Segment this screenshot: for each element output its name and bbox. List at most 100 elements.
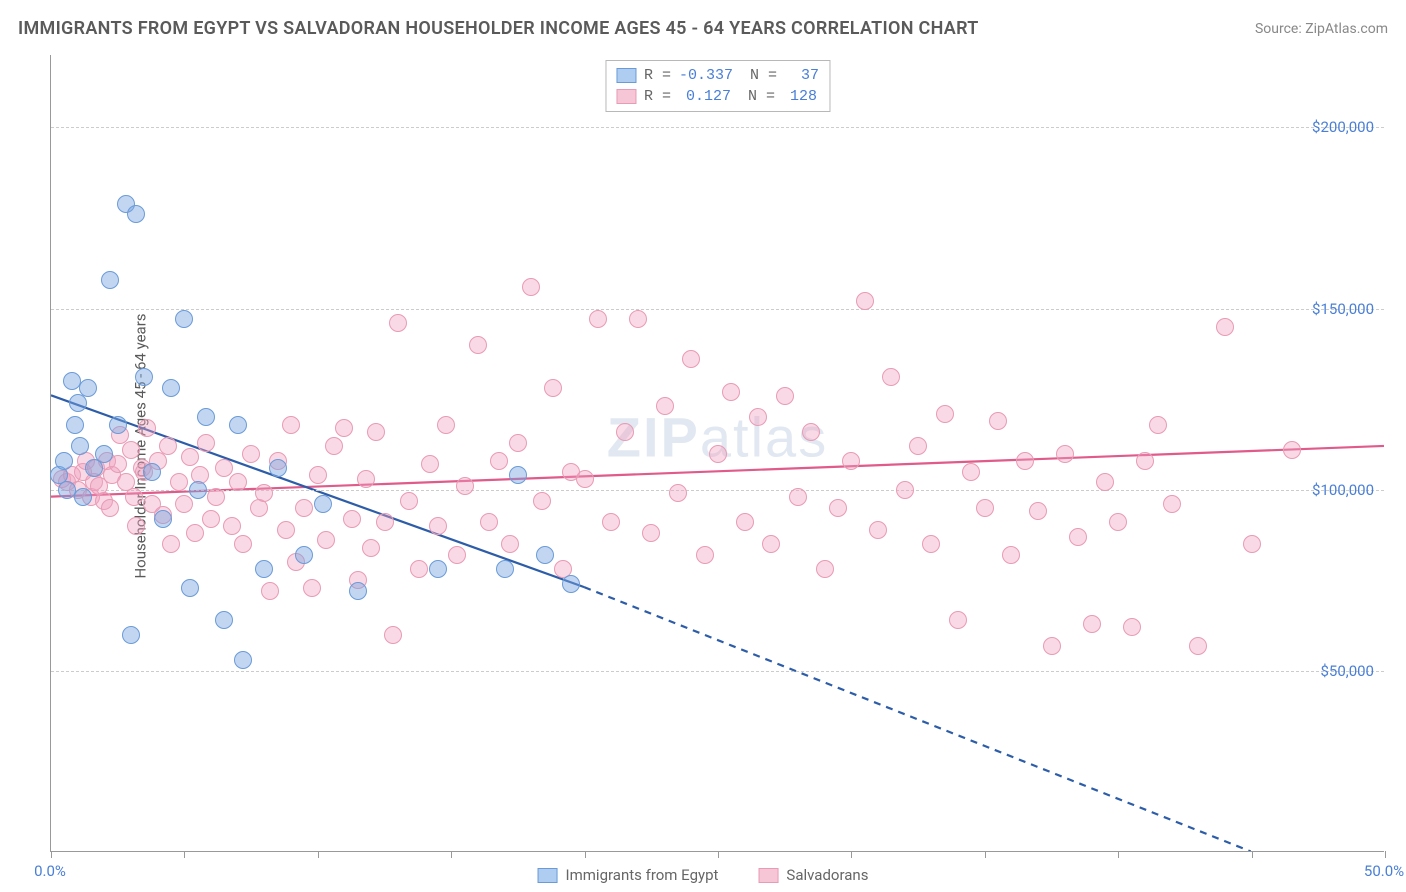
point-salvadoran: [255, 484, 273, 502]
point-salvadoran: [616, 423, 634, 441]
r-label: R =: [644, 86, 671, 107]
point-salvadoran: [181, 448, 199, 466]
gridline: [51, 309, 1384, 310]
point-egypt: [509, 466, 527, 484]
swatch-egypt: [616, 68, 636, 83]
point-salvadoran: [1189, 637, 1207, 655]
x-tick: [1118, 851, 1119, 858]
point-salvadoran: [282, 416, 300, 434]
point-salvadoran: [976, 499, 994, 517]
point-egypt: [215, 611, 233, 629]
point-salvadoran: [437, 416, 455, 434]
point-salvadoran: [1136, 452, 1154, 470]
n-value-egypt: 37: [785, 65, 819, 86]
point-salvadoran: [1002, 546, 1020, 564]
point-salvadoran: [421, 455, 439, 473]
r-value-egypt: -0.337: [679, 65, 733, 86]
point-salvadoran: [162, 535, 180, 553]
point-salvadoran: [367, 423, 385, 441]
point-egypt: [122, 626, 140, 644]
point-egypt: [197, 408, 215, 426]
point-salvadoran: [376, 513, 394, 531]
series-legend: Immigrants from Egypt Salvadorans: [538, 866, 869, 884]
point-salvadoran: [816, 560, 834, 578]
point-salvadoran: [223, 517, 241, 535]
point-salvadoran: [295, 499, 313, 517]
point-salvadoran: [682, 350, 700, 368]
point-salvadoran: [229, 473, 247, 491]
point-egypt: [66, 416, 84, 434]
point-salvadoran: [696, 546, 714, 564]
point-egypt: [314, 495, 332, 513]
point-salvadoran: [127, 517, 145, 535]
source-attribution: Source: ZipAtlas.com: [1255, 21, 1388, 37]
point-salvadoran: [101, 499, 119, 517]
r-value-salvadoran: 0.127: [679, 86, 731, 107]
point-salvadoran: [909, 437, 927, 455]
point-salvadoran: [469, 336, 487, 354]
point-egypt: [154, 510, 172, 528]
x-tick: [985, 851, 986, 858]
point-salvadoran: [896, 481, 914, 499]
x-tick: [1385, 851, 1386, 858]
x-tick: [318, 851, 319, 858]
point-salvadoran: [1149, 416, 1167, 434]
gridline: [51, 490, 1384, 491]
point-salvadoran: [722, 383, 740, 401]
x-tick: [851, 851, 852, 858]
gridline: [51, 671, 1384, 672]
point-salvadoran: [736, 513, 754, 531]
point-salvadoran: [384, 626, 402, 644]
point-salvadoran: [303, 579, 321, 597]
point-salvadoran: [170, 473, 188, 491]
point-salvadoran: [544, 379, 562, 397]
n-value-salvadoran: 128: [783, 86, 817, 107]
point-salvadoran: [175, 495, 193, 513]
point-salvadoran: [856, 292, 874, 310]
point-salvadoran: [709, 445, 727, 463]
point-salvadoran: [829, 499, 847, 517]
point-egypt: [101, 271, 119, 289]
point-egypt: [175, 310, 193, 328]
point-salvadoran: [429, 517, 447, 535]
point-salvadoran: [242, 445, 260, 463]
point-salvadoran: [1083, 615, 1101, 633]
point-salvadoran: [309, 466, 327, 484]
point-salvadoran: [125, 488, 143, 506]
plot-area: ZIPatlas R = -0.337 N = 37 R = 0.127 N =…: [50, 55, 1384, 852]
point-egypt: [536, 546, 554, 564]
point-salvadoran: [501, 535, 519, 553]
point-egypt: [127, 205, 145, 223]
swatch-egypt: [538, 868, 558, 883]
point-salvadoran: [202, 510, 220, 528]
point-salvadoran: [122, 441, 140, 459]
point-salvadoran: [389, 314, 407, 332]
point-salvadoran: [509, 434, 527, 452]
point-egypt: [74, 488, 92, 506]
point-salvadoran: [842, 452, 860, 470]
n-label: N =: [741, 65, 777, 86]
legend-row-egypt: R = -0.337 N = 37: [616, 65, 819, 86]
point-egypt: [71, 437, 89, 455]
point-salvadoran: [343, 510, 361, 528]
y-tick-label: $100,000: [1312, 481, 1374, 499]
point-salvadoran: [1069, 528, 1087, 546]
point-salvadoran: [317, 531, 335, 549]
point-salvadoran: [1123, 618, 1141, 636]
point-salvadoran: [1056, 445, 1074, 463]
point-salvadoran: [962, 463, 980, 481]
point-salvadoran: [215, 459, 233, 477]
point-salvadoran: [325, 437, 343, 455]
point-egypt: [255, 560, 273, 578]
point-salvadoran: [410, 560, 428, 578]
point-egypt: [79, 379, 97, 397]
point-salvadoran: [789, 488, 807, 506]
swatch-salvadoran: [758, 868, 778, 883]
point-egypt: [143, 463, 161, 481]
point-egypt: [234, 651, 252, 669]
point-salvadoran: [776, 387, 794, 405]
point-egypt: [295, 546, 313, 564]
point-salvadoran: [749, 408, 767, 426]
point-salvadoran: [277, 521, 295, 539]
point-salvadoran: [207, 488, 225, 506]
